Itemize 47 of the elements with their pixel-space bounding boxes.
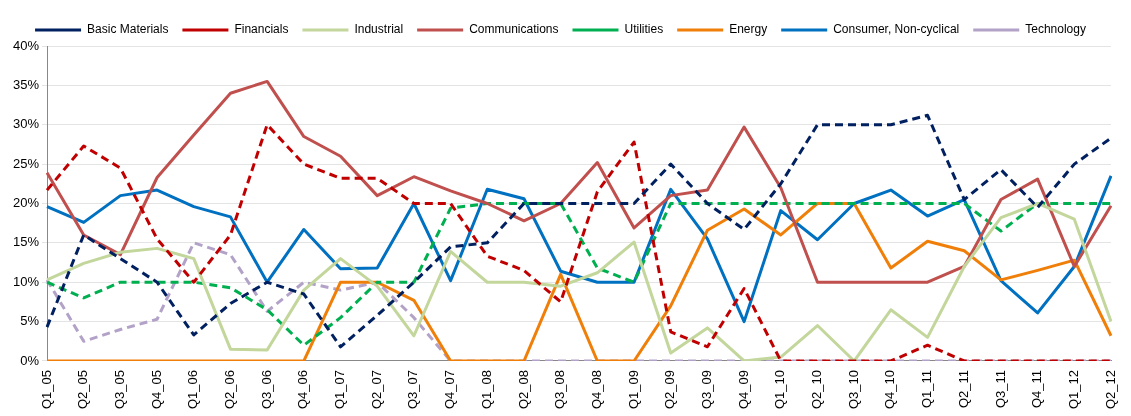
x-tick-label: Q1_07 xyxy=(332,369,348,410)
x-tick-label: Q4_09 xyxy=(735,369,751,410)
legend-label: Consumer, Non-cyclical xyxy=(833,22,960,37)
x-tick-label: Q1_12 xyxy=(1065,369,1081,410)
x-tick-label: Q1_08 xyxy=(478,369,494,410)
x-tick-label: Q3_08 xyxy=(552,369,568,410)
x-tick-label: Q2_05 xyxy=(75,369,91,410)
y-tick-label: 15% xyxy=(12,234,40,250)
x-tick-label: Q3_05 xyxy=(111,369,127,410)
y-tick-label: 0% xyxy=(20,352,40,368)
x-tick-label: Q2_09 xyxy=(662,369,678,410)
x-tick-label: Q4_08 xyxy=(588,369,604,410)
legend-label: Technology xyxy=(1025,22,1086,37)
legend-label: Communications xyxy=(469,22,559,37)
y-tick-label: 40% xyxy=(12,37,40,53)
x-tick-label: Q2_08 xyxy=(515,369,531,410)
legend-label: Utilities xyxy=(624,22,664,37)
x-tick-label: Q1_09 xyxy=(625,369,641,410)
x-tick-label: Q4_07 xyxy=(442,369,458,410)
y-tick-label: 10% xyxy=(12,273,40,289)
y-tick-label: 5% xyxy=(20,313,40,329)
legend-label: Industrial xyxy=(354,22,404,37)
x-tick-label: Q3_09 xyxy=(699,369,714,410)
x-tick-label: Q3_06 xyxy=(258,369,274,410)
x-tick-label: Q2_07 xyxy=(368,369,384,410)
x-tick-label: Q4_10 xyxy=(882,369,898,410)
y-tick-label: 25% xyxy=(12,155,40,171)
x-tick-label: Q3_11 xyxy=(992,369,1008,409)
x-tick-label: Q1_06 xyxy=(185,369,201,410)
x-tick-label: Q3_10 xyxy=(845,369,861,410)
y-tick-label: 20% xyxy=(12,195,40,211)
x-tick-label: Q4_11 xyxy=(1029,369,1045,409)
x-tick-label: Q1_10 xyxy=(772,369,788,410)
x-tick-label: Q2_12 xyxy=(1102,369,1118,410)
x-tick-label: Q1_11 xyxy=(919,369,935,409)
x-tick-label: Q2_11 xyxy=(955,369,971,409)
x-tick-label: Q2_06 xyxy=(222,369,238,410)
x-tick-label: Q4_05 xyxy=(148,369,164,410)
y-tick-label: 35% xyxy=(12,76,40,92)
x-tick-label: Q2_10 xyxy=(809,369,825,410)
x-tick-label: Q4_06 xyxy=(295,369,311,410)
y-tick-label: 30% xyxy=(12,116,40,132)
legend-label: Basic Materials xyxy=(87,22,169,37)
legend-label: Financials xyxy=(234,22,289,37)
x-tick-label: Q1_05 xyxy=(38,369,54,410)
x-tick-label: Q3_07 xyxy=(405,369,421,410)
legend-label: Energy xyxy=(729,22,768,37)
